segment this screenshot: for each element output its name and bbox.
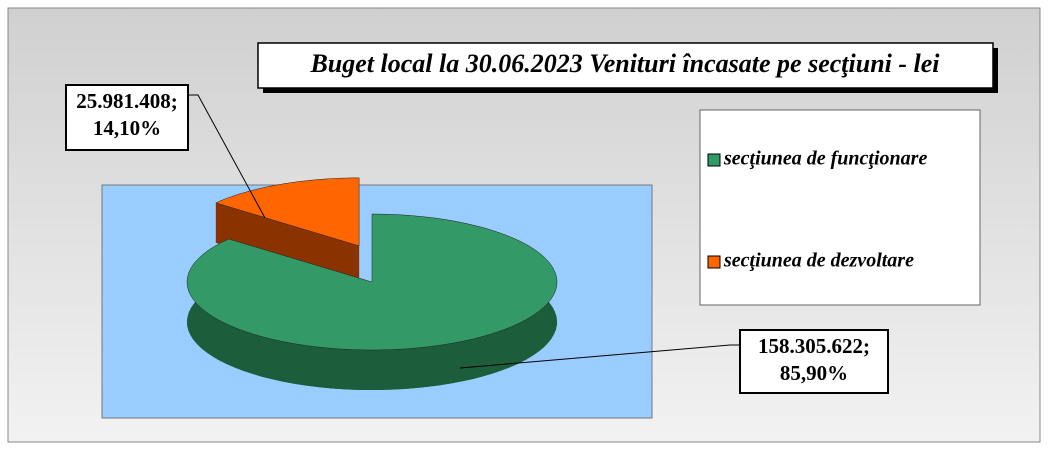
data-label: 25.981.408; [76,89,178,113]
data-label-box [739,329,889,394]
slice-wall [215,202,360,286]
leader-line [188,94,266,219]
legend-label: secţiunea de funcţionare [723,148,927,170]
legend-swatch [707,255,721,269]
pie [186,177,558,390]
legend-box [699,109,981,306]
title-box [257,42,994,89]
data-label: 158.305.622; [758,334,870,358]
data-label: 14,10% [93,116,161,140]
slice [215,177,360,247]
leader-line [459,344,740,369]
chart-title: Buget local la 30.06.2023 Venituri încas… [309,49,940,78]
data-label-box [65,84,189,151]
slice [186,213,558,351]
legend-swatch [707,153,721,167]
data-label: 85,90% [780,361,848,385]
legend-label: secţiunea de dezvoltare [723,250,914,272]
